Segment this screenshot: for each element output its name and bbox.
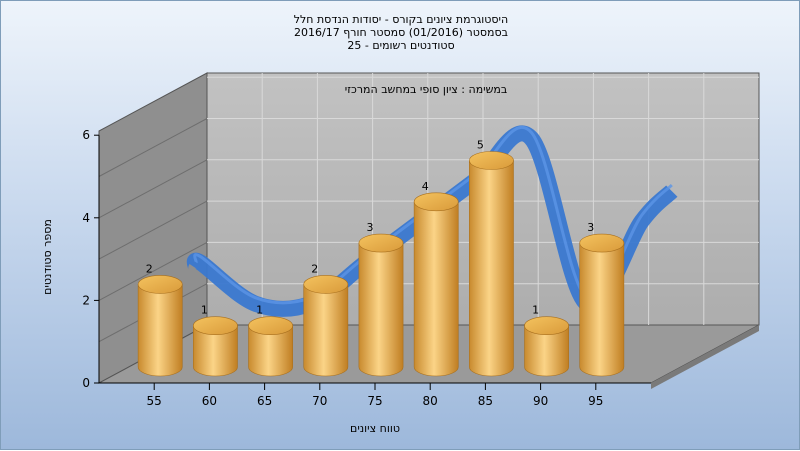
- bar: 2: [303, 262, 349, 377]
- bar: 1: [524, 304, 569, 377]
- bar-body: [248, 325, 293, 377]
- side-gridline: [98, 200, 208, 260]
- x-tick-label: 60: [202, 394, 217, 408]
- bar: 1: [248, 304, 293, 377]
- bar-body: [579, 242, 625, 377]
- chart-title-line-3: סטודנטים רשומים - 25: [347, 39, 455, 52]
- y-axis-title: מספר סטודנטים: [41, 219, 54, 295]
- bar-cap: [248, 316, 293, 336]
- floor-edge: [651, 325, 759, 389]
- x-tick-label: 90: [533, 394, 548, 408]
- y-tick-label: 0: [82, 376, 90, 390]
- bar-body: [193, 325, 238, 377]
- bar-cap: [524, 316, 569, 336]
- bar: 3: [579, 221, 625, 377]
- bar: 4: [413, 180, 459, 377]
- bar: 2: [137, 262, 183, 377]
- y-tick-label: 2: [82, 293, 90, 307]
- bar-data-label: 3: [587, 221, 594, 234]
- x-tick-label: 70: [312, 394, 327, 408]
- bar: 3: [358, 221, 404, 377]
- bar-data-label: 1: [201, 304, 208, 317]
- bar-data-label: 4: [422, 180, 429, 193]
- bar-body: [469, 160, 514, 377]
- bar-body: [413, 201, 459, 377]
- x-tick-label: 75: [367, 394, 382, 408]
- x-tick-label: 65: [257, 394, 272, 408]
- bar-data-label: 5: [477, 139, 484, 152]
- bar-body: [137, 284, 183, 377]
- x-tick-label: 55: [147, 394, 162, 408]
- bar-data-label: 2: [311, 262, 318, 275]
- chart-subtitle: במשימה : ציון סופי במחשב המרכזי: [345, 83, 508, 96]
- bar-data-label: 2: [146, 262, 153, 275]
- bar-body: [303, 284, 349, 377]
- x-axis-title: טווח ציונים: [350, 422, 400, 435]
- bar: 1: [193, 304, 238, 377]
- bar-cap: [137, 275, 183, 294]
- x-tick-label: 95: [588, 394, 603, 408]
- bar-cap: [358, 233, 404, 253]
- bar-cap: [579, 233, 625, 253]
- side-gridline: [98, 118, 208, 177]
- bar-data-label: 1: [256, 304, 263, 317]
- x-tick-label: 80: [423, 394, 438, 408]
- side-gridline: [98, 241, 208, 301]
- y-tick-label: 6: [82, 128, 90, 142]
- chart-title-line-2: בסמסטר (01/2016) סמסטר חורף 2016/17: [294, 26, 508, 39]
- chart-title-line-1: היסטוגרמת ציונים בקורס - יסודות הנדסת חל…: [293, 13, 509, 26]
- bar-cap: [193, 316, 238, 336]
- bar-cap: [469, 151, 514, 170]
- bar-body: [524, 325, 569, 377]
- bar: 5: [469, 139, 514, 377]
- axes: 0 2 4 6 55 60 65 70 75 80 85 90 95: [82, 128, 651, 408]
- bars: 2 1 1 2 3 4 5 1 3: [137, 139, 625, 377]
- bar-data-label: 3: [367, 221, 374, 234]
- bar-data-label: 1: [532, 304, 539, 317]
- bar-cap: [413, 192, 459, 212]
- bar-body: [358, 242, 404, 377]
- x-tick-label: 85: [478, 394, 493, 408]
- bar-cap: [303, 275, 349, 294]
- y-tick-label: 4: [82, 211, 90, 225]
- side-gridline: [98, 159, 208, 219]
